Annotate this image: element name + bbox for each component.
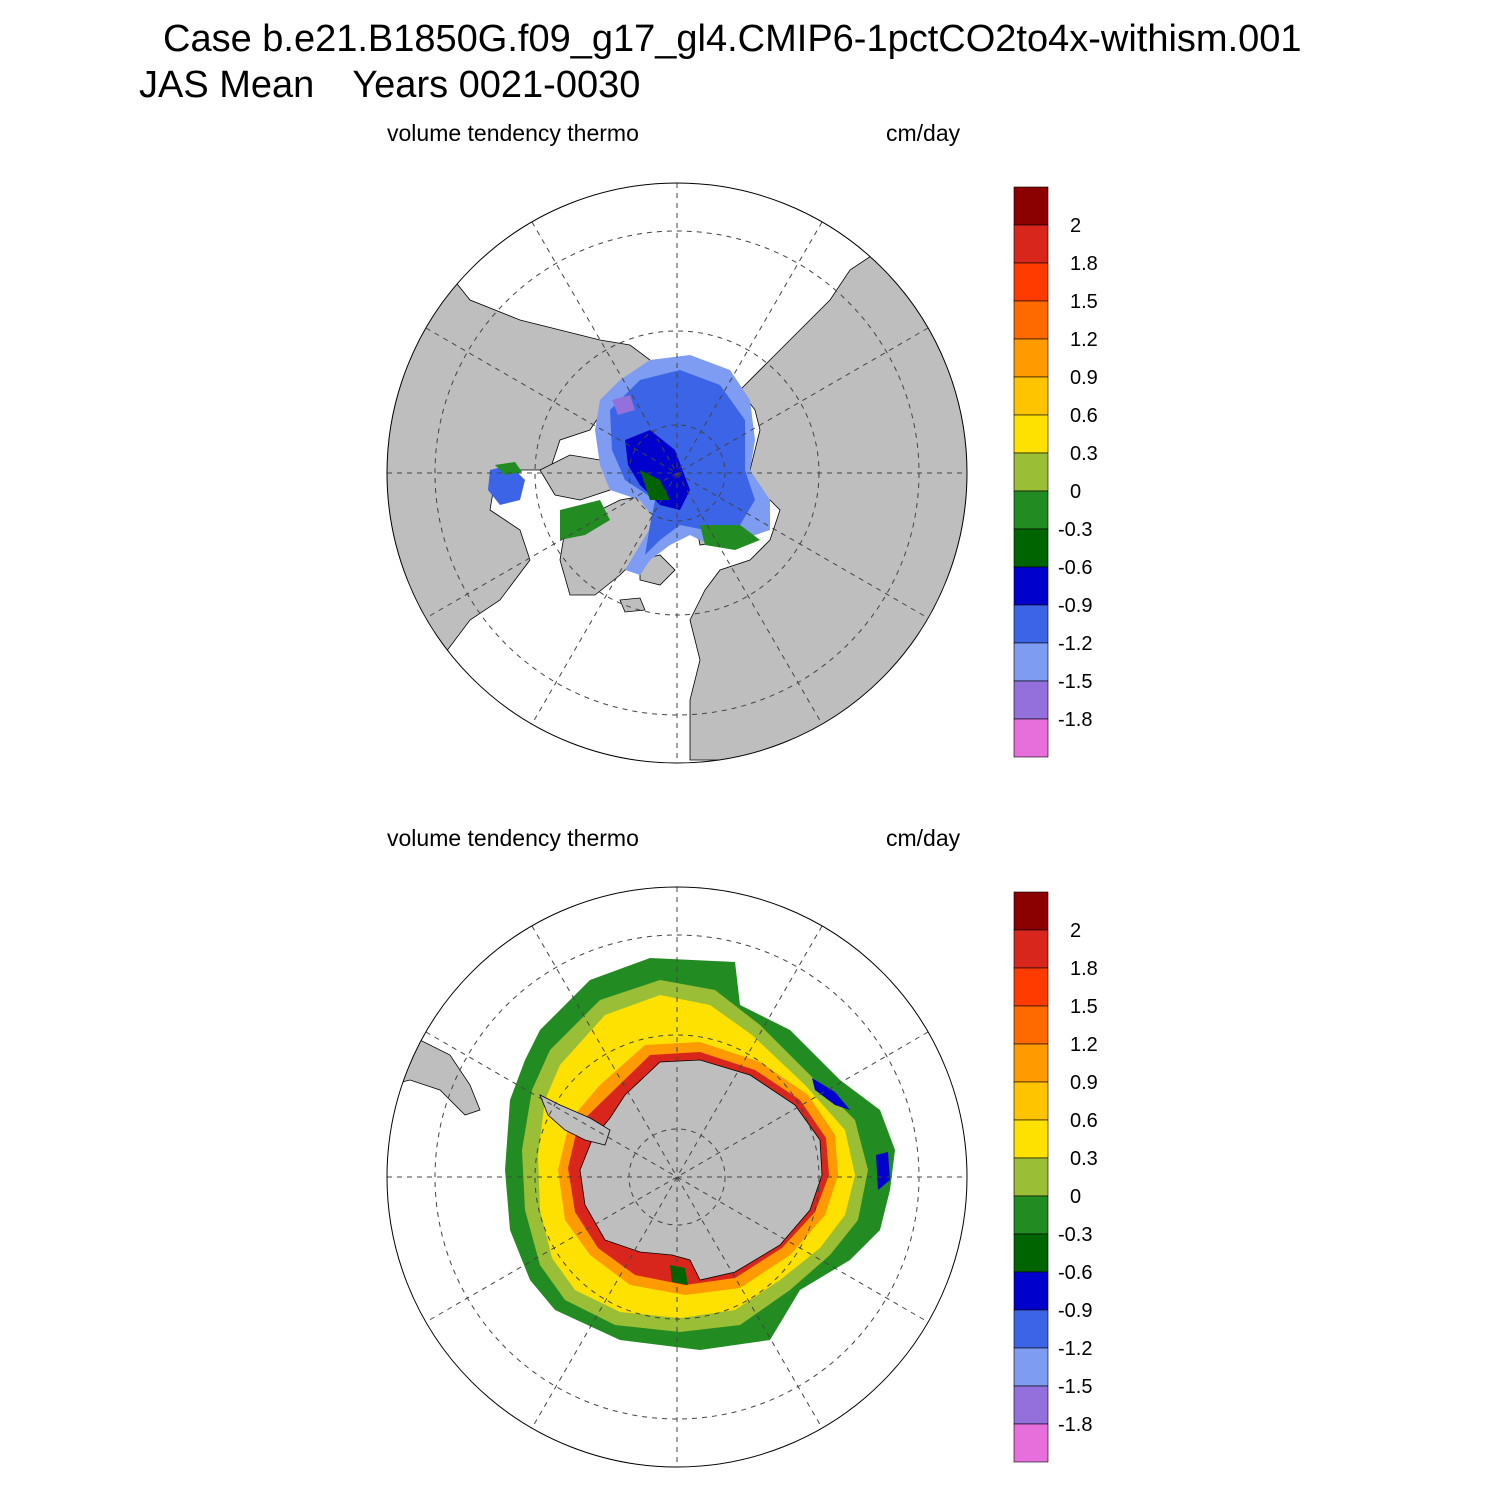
south-colorbar-tick-label: 0.6 (1070, 1110, 1098, 1132)
south-colorbar-box (1013, 1195, 1049, 1235)
north-colorbar-box (1013, 338, 1049, 378)
south-colorbar-box (1013, 1119, 1049, 1159)
svalbard-island (639, 554, 676, 586)
north-colorbar-box (1013, 186, 1049, 226)
north-colorbar-box (1013, 642, 1049, 682)
south-colorbar-box (1013, 1385, 1049, 1425)
north-graticule (387, 183, 967, 763)
south-colorbar-tick-label: 1.2 (1070, 1034, 1098, 1056)
south-colorbar-tick-label: -0.6 (1058, 1262, 1092, 1284)
north-map-border (386, 182, 968, 764)
north-colorbar-tick-label: -1.5 (1058, 671, 1092, 693)
north-colorbar-tick-label: 1.2 (1070, 329, 1098, 351)
figure-title-period: JAS Mean Years 0021-0030 (139, 64, 640, 107)
north-america-landmass (387, 199, 661, 701)
north-colorbar-tick-label: 0 (1070, 481, 1081, 503)
north-colorbar-tick-label: -1.2 (1058, 633, 1092, 655)
south-colorbar: 2 1.8 1.5 1.2 0.9 0.6 0.3 0 -0.3 -0.6 -0.9 -1.2 -1.5… (1013, 891, 1098, 1463)
hudson-bay-ice (488, 465, 525, 505)
south-colorbar-box (1013, 929, 1049, 969)
north-colorbar-box (1013, 604, 1049, 644)
north-polar-map: 2 1.8 1.5 1.2 0.9 0.6 0.3 0 -0.3 -0.6 -0.9 -1.2 -1.5… (386, 182, 1098, 764)
south-colorbar-tick-label: -1.2 (1058, 1338, 1092, 1360)
south-colorbar-box (1013, 1081, 1049, 1121)
antarctic-ice-blue-patch-east (876, 1152, 890, 1190)
south-colorbar-box (1013, 1271, 1049, 1311)
north-colorbar-box (1013, 718, 1049, 758)
iceland-island (619, 597, 646, 613)
north-colorbar-box (1013, 224, 1049, 264)
north-colorbar-box (1013, 262, 1049, 302)
north-colorbar-box (1013, 680, 1049, 720)
south-colorbar-box (1013, 967, 1049, 1007)
north-colorbar-box (1013, 452, 1049, 492)
north-colorbar-box (1013, 528, 1049, 568)
south-colorbar-tick-label: 0 (1070, 1186, 1081, 1208)
years-label: Years 0021-0030 (352, 64, 641, 106)
north-colorbar-tick-label: 0.3 (1070, 443, 1098, 465)
south-colorbar-box (1013, 1423, 1049, 1463)
arctic-ice-field-pink-patch (612, 395, 635, 415)
arctic-ice-field-core (625, 430, 690, 510)
south-polar-map: 2 1.8 1.5 1.2 0.9 0.6 0.3 0 -0.3 -0.6 -0.9 -1.2 -1.5… (386, 886, 1098, 1468)
barents-ice-green (700, 525, 760, 550)
south-colorbar-box (1013, 1157, 1049, 1197)
south-colorbar-box (1013, 1233, 1049, 1273)
south-colorbar-tick-label: 1.5 (1070, 996, 1098, 1018)
south-colorbar-tick-label: -1.8 (1058, 1414, 1092, 1436)
antarctica-landmass (579, 1059, 823, 1281)
north-colorbar-box (1013, 490, 1049, 530)
south-graticule (387, 887, 967, 1467)
south-colorbar-box (1013, 891, 1049, 931)
north-polar-map-panel: 2 1.8 1.5 1.2 0.9 0.6 0.3 0 -0.3 -0.6 -0.9 -1.2 -1.5… (0, 0, 1500, 764)
figure-title-case: Case b.e21.B1850G.f09_g17_gl4.CMIP6-1pct… (163, 18, 1302, 60)
north-colorbar-box (1013, 566, 1049, 606)
south-colorbar-tick-label: -0.9 (1058, 1300, 1092, 1322)
north-colorbar-tick-label: 0.6 (1070, 405, 1098, 427)
north-colorbar-tick-label: -0.3 (1058, 519, 1092, 541)
south-colorbar-box (1013, 1005, 1049, 1045)
south-colorbar-tick-label: -0.3 (1058, 1224, 1092, 1246)
arctic-ice-field-mid (610, 370, 755, 555)
north-colorbar-box (1013, 376, 1049, 416)
south-colorbar-tick-label: 1.8 (1070, 958, 1098, 980)
south-panel-variable-label: volume tendency thermo (387, 825, 639, 851)
south-colorbar-tick-label: -1.5 (1058, 1376, 1092, 1398)
north-colorbar-tick-label: -0.6 (1058, 557, 1092, 579)
baffin-ice-green (560, 500, 610, 540)
antarctic-ice-blue-patch-ross (670, 1265, 688, 1285)
north-colorbar-tick-label: 2 (1070, 215, 1081, 237)
north-colorbar-tick-label: -0.9 (1058, 595, 1092, 617)
south-colorbar-box (1013, 1309, 1049, 1349)
north-colorbar-tick-label: 0.9 (1070, 367, 1098, 389)
south-colorbar-box (1013, 1347, 1049, 1387)
north-colorbar-tick-label: 1.5 (1070, 291, 1098, 313)
north-colorbar-box (1013, 414, 1049, 454)
north-panel-variable-label: volume tendency thermo (387, 120, 639, 146)
south-colorbar-tick-label: 0.9 (1070, 1072, 1098, 1094)
north-colorbar: 2 1.8 1.5 1.2 0.9 0.6 0.3 0 -0.3 -0.6 -0.9 -1.2 -1.5… (1013, 186, 1098, 758)
south-colorbar-box (1013, 1043, 1049, 1083)
south-colorbar-tick-label: 0.3 (1070, 1148, 1098, 1170)
season-label: JAS Mean (139, 64, 315, 106)
south-colorbar-tick-label: 2 (1070, 920, 1081, 942)
south-map-border (386, 886, 968, 1468)
hudson-bay-green-edge (495, 462, 522, 475)
south-panel-units-label: cm/day (886, 825, 961, 851)
north-colorbar-tick-label: 1.8 (1070, 253, 1098, 275)
arctic-ice-field-green-edge (640, 470, 670, 500)
north-colorbar-box (1013, 300, 1049, 340)
antarctic-ice-blue-patch-ne (812, 1078, 850, 1110)
north-panel-units-label: cm/day (886, 120, 961, 146)
north-colorbar-tick-label: -1.8 (1058, 709, 1092, 731)
south-polar-map-panel: 2 1.8 1.5 1.2 0.9 0.6 0.3 0 -0.3 -0.6 -0.9 -1.2 -1.5… (0, 700, 1500, 1468)
